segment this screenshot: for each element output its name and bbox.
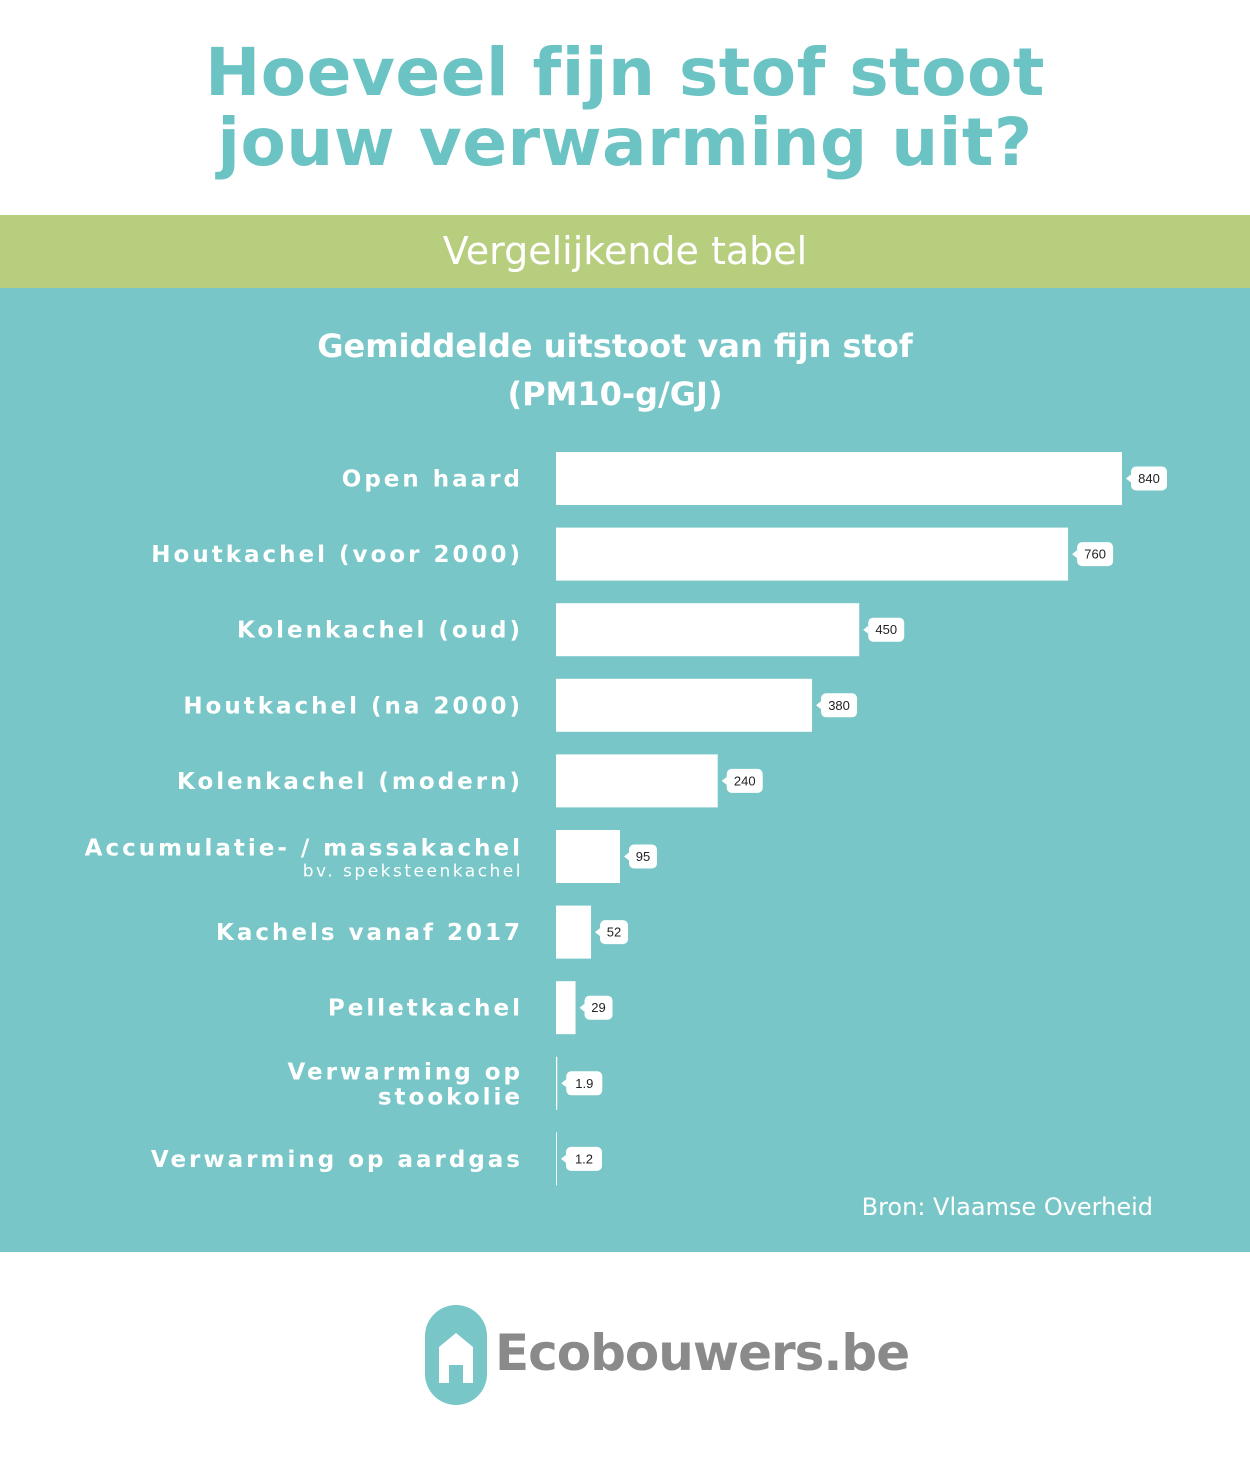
svg-text:29: 29 (591, 1000, 605, 1015)
page-title: Hoeveel fijn stof stoot jouw verwarming … (0, 38, 1250, 178)
category-label: Open haard (342, 467, 523, 493)
value-label: 29 (579, 995, 613, 1020)
category-sublabel: bv. speksteenkachel (303, 862, 523, 882)
value-label: 840 (1126, 466, 1167, 491)
category-label: Kolenkachel (modern) (177, 769, 523, 795)
chart-panel: Gemiddelde uitstoot van fijn stof (PM10-… (0, 288, 1250, 1252)
category-label: Verwarming op aardgas (151, 1147, 523, 1173)
category-label: Houtkachel (na 2000) (183, 693, 523, 719)
svg-text:95: 95 (636, 849, 650, 864)
svg-text:380: 380 (828, 698, 850, 713)
svg-text:760: 760 (1084, 547, 1106, 562)
value-label: 1.2 (561, 1146, 602, 1171)
svg-text:1.2: 1.2 (575, 1151, 593, 1166)
chart-title: Gemiddelde uitstoot van fijn stof (PM10-… (0, 322, 1230, 418)
svg-text:52: 52 (607, 925, 621, 940)
bar (556, 905, 592, 959)
category-label: Houtkachel (voor 2000) (151, 542, 523, 568)
value-label: 380 (816, 693, 858, 718)
category-label: Accumulatie- / massakachel (85, 836, 523, 862)
category-label: Pelletkachel (328, 996, 523, 1022)
category-label: Kolenkachel (oud) (237, 618, 523, 644)
value-label: 240 (721, 768, 763, 793)
bar-chart: 840 Open haard 760 Houtkachel (voor 2000) 45… (85, 452, 1167, 1186)
logo-text: Ecobouwers.be (495, 1324, 910, 1382)
svg-text:450: 450 (875, 622, 897, 637)
subtitle-band-text: Vergelijkende tabel (442, 229, 808, 273)
bar (556, 452, 1122, 505)
category-label: Verwarming op (287, 1059, 523, 1085)
svg-text:240: 240 (734, 773, 756, 788)
value-label: 760 (1072, 542, 1114, 567)
source-note: Bron: Vlaamse Overheid (861, 1193, 1153, 1221)
bar (556, 830, 621, 883)
bar (556, 1132, 557, 1186)
page-title-line-1: Hoeveel fijn stof stoot (205, 34, 1045, 111)
bar (556, 678, 813, 732)
value-label: 95 (624, 844, 658, 869)
page-title-line-2: jouw verwarming uit? (217, 104, 1033, 181)
category-label: Kachels vanaf 2017 (216, 920, 523, 946)
subtitle-band: Vergelijkende tabel (0, 215, 1250, 288)
chart-title-line-2: (PM10-g/GJ) (507, 375, 723, 413)
bar (556, 754, 718, 808)
svg-text:1.9: 1.9 (575, 1076, 593, 1091)
bar (556, 603, 860, 657)
value-label: 52 (595, 920, 629, 945)
svg-text:840: 840 (1138, 471, 1160, 486)
bar (556, 527, 1069, 581)
category-label: stookolie (378, 1084, 523, 1110)
bar (556, 1056, 558, 1110)
value-label: 1.9 (561, 1071, 603, 1096)
house-icon (425, 1305, 487, 1405)
value-label: 450 (863, 617, 905, 642)
bar (556, 981, 576, 1035)
logo: Ecobouwers.be (425, 1305, 910, 1405)
chart-title-line-1: Gemiddelde uitstoot van fijn stof (317, 327, 913, 365)
